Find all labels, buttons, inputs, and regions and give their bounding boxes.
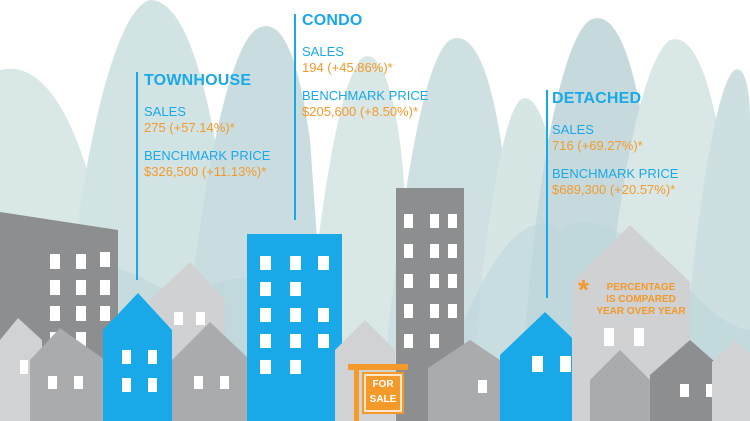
for-sale-line-2: SALE: [369, 394, 397, 405]
detached-house-blue: [500, 312, 590, 421]
for-sale-line-1: FOR: [372, 379, 394, 390]
for-sale-sign: [348, 364, 408, 421]
condo-benchmark-label: BENCHMARK PRICE: [302, 88, 429, 103]
detached-heading: DETACHED: [552, 90, 642, 107]
condo-connector-line: [294, 14, 296, 220]
condo-benchmark-value: $205,600 (+8.50%)*: [302, 104, 419, 119]
detached-stats: DETACHED SALES 716 (+69.27%)* BENCHMARK …: [552, 90, 678, 198]
townhouse-stats: TOWNHOUSE SALES 275 (+57.14%)* BENCHMARK…: [144, 72, 270, 180]
townhouse-sales-label: SALES: [144, 104, 186, 119]
townhouse-connector-line: [136, 72, 138, 280]
for-sale-sign-text: FOR SALE: [362, 379, 404, 406]
footnote-line-2: IS COMPARED: [606, 294, 676, 305]
footnote-line-3: YEAR OVER YEAR: [596, 306, 686, 317]
condo-stats: CONDO SALES 194 (+45.86%)* BENCHMARK PRI…: [302, 12, 428, 120]
house-mid-gray-right: [590, 340, 730, 421]
detached-benchmark-value: $689,300 (+20.57%)*: [552, 182, 676, 197]
house-mid-gray-left: [30, 328, 105, 421]
townhouse-sales-value: 275 (+57.14%)*: [144, 120, 235, 135]
condo-sales-label: SALES: [302, 44, 344, 59]
house-gray-bottom-center: [428, 340, 512, 421]
townhouse-benchmark-label: BENCHMARK PRICE: [144, 148, 271, 163]
townhouse-blue: [103, 293, 172, 421]
condo-tower-blue: [247, 234, 342, 421]
asterisk-icon: *: [578, 274, 589, 305]
townhouse-benchmark-value: $326,500 (+11.13%)*: [144, 164, 267, 179]
detached-connector-line: [546, 90, 548, 298]
townhouse-heading: TOWNHOUSE: [144, 72, 252, 89]
house-far-right: [712, 340, 750, 421]
house-gray-center-left: [172, 322, 250, 421]
detached-sales-value: 716 (+69.27%)*: [552, 138, 643, 153]
detached-sales-label: SALES: [552, 122, 594, 137]
condo-sales-value: 194 (+45.86%)*: [302, 60, 393, 75]
footnote-line-1: PERCENTAGE: [606, 282, 676, 293]
condo-heading: CONDO: [302, 12, 363, 29]
detached-benchmark-label: BENCHMARK PRICE: [552, 166, 679, 181]
